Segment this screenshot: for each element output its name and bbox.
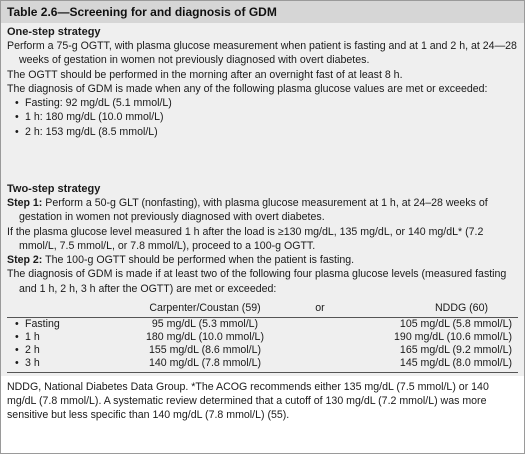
table-footnote: NDDG, National Diabetes Data Group. *The… [1,376,524,423]
table-row: 2 h 155 mg/dL (8.6 mmol/L) 165 mg/dL (9.… [7,344,518,357]
one-step-paragraph-1: Perform a 75-g OGTT, with plasma glucose… [7,40,517,67]
step-1-text: Perform a 50-g GLT (nonfasting), with pl… [19,197,488,224]
row-label: 3 h [7,357,125,370]
nddg-value: 105 mg/dL (5.8 mmol/L) [399,318,512,331]
carpenter-coustan-value: 140 mg/dL (7.8 mmol/L) [148,357,262,370]
step-2-paragraph: Step 2: The 100-g OGTT should be perform… [7,253,518,267]
one-step-heading: One-step strategy [7,26,101,38]
carpenter-coustan-value: 155 mg/dL (8.6 mmol/L) [148,344,262,357]
criteria-table: Carpenter/Coustan (59) or NDDG (60) Fast… [7,299,518,370]
row-label: 2 h [7,344,125,357]
one-step-section: One-step strategy Perform a 75-g OGTT, w… [1,23,524,178]
step-1-paragraph: Step 1: Perform a 50-g GLT (nonfasting),… [7,196,518,225]
carpenter-coustan-value: 180 mg/dL (10.0 mmol/L) [146,331,264,344]
criteria-header-blank [7,299,125,319]
table-title: Table 2.6—Screening for and diagnosis of… [1,1,524,23]
table-row: Fasting 95 mg/dL (5.3 mmol/L) 105 mg/dL … [7,318,518,332]
table-row: 1 h 180 mg/dL (10.0 mmol/L) 190 mg/dL (1… [7,331,518,344]
one-step-bullet-2h: 2 h: 153 mg/dL (8.5 mmol/L) [7,125,518,139]
table-row: 3 h 140 mg/dL (7.8 mmol/L) 145 mg/dL (8.… [7,357,518,370]
carpenter-coustan-header: Carpenter/Coustan (59) [125,299,285,319]
nddg-header: NDDG (60) [355,299,518,319]
criteria-table-header: Carpenter/Coustan (59) or NDDG (60) [7,299,518,319]
one-step-paragraph-2: The OGTT should be performed in the morn… [7,68,403,81]
nddg-value: 165 mg/dL (9.2 mmol/L) [399,344,512,357]
threshold-paragraph: If the plasma glucose level measured 1 h… [7,225,484,252]
table-bottom-rule [7,372,518,374]
two-step-heading: Two-step strategy [7,183,101,195]
nddg-value: 190 mg/dL (10.6 mmol/L) [394,331,512,344]
one-step-paragraph-3: The diagnosis of GDM is made when any of… [7,82,488,95]
or-header: or [285,299,355,319]
step-1-label: Step 1: [7,197,43,209]
step-2-label: Step 2: [7,254,43,267]
one-step-bullet-fasting: Fasting: 92 mg/dL (5.1 mmol/L) [7,96,518,110]
step-2-text: The 100-g OGTT should be performed when … [45,254,355,267]
one-step-bullet-1h: 1 h: 180 mg/dL (10.0 mmol/L) [7,110,518,124]
two-step-section: Two-step strategy Step 1: Perform a 50-g… [1,178,524,377]
nddg-value: 145 mg/dL (8.0 mmol/L) [399,357,512,370]
row-label: 1 h [7,331,125,344]
row-label: Fasting [7,318,125,332]
two-step-diagnosis-paragraph: The diagnosis of GDM is made if at least… [7,268,507,295]
carpenter-coustan-value: 95 mg/dL (5.3 mmol/L) [151,318,259,331]
